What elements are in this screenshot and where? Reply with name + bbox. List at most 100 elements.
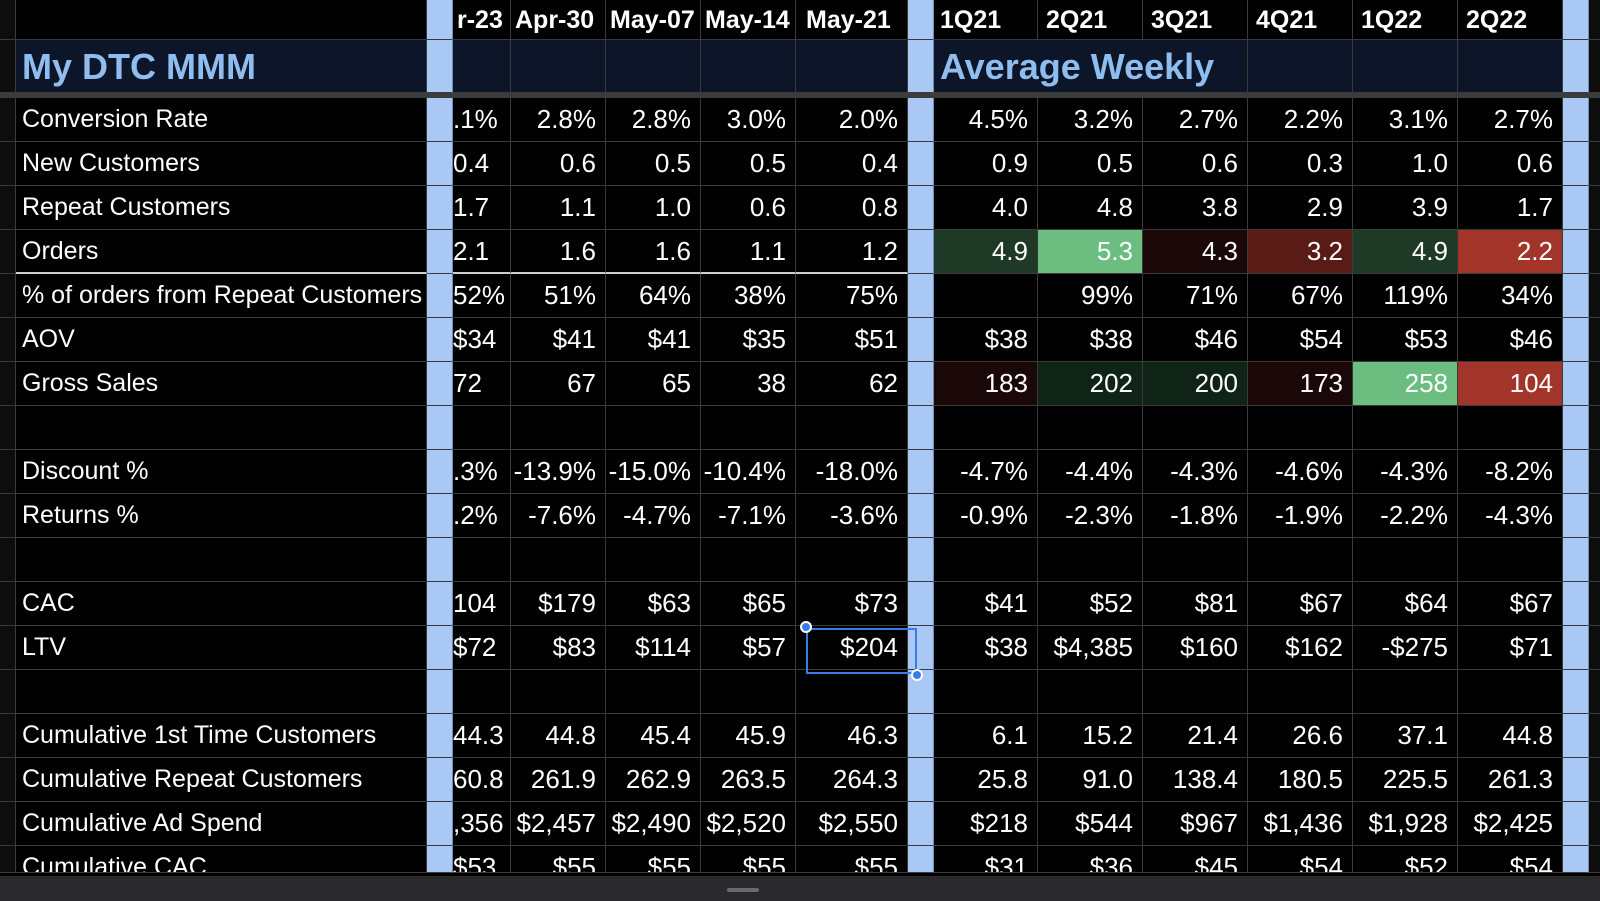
row-label[interactable]: CAC: [16, 582, 427, 626]
week-value-cell[interactable]: $55: [701, 846, 796, 873]
quarter-value-cell[interactable]: 0.9: [934, 142, 1038, 186]
quarter-value-cell[interactable]: 91.0: [1038, 758, 1143, 802]
quarter-value-cell[interactable]: -1.8%: [1143, 494, 1248, 538]
week-value-cell[interactable]: 0.5: [606, 142, 701, 186]
week-value-cell[interactable]: 1.1: [511, 186, 606, 230]
week-value-cell[interactable]: -15.0%: [606, 450, 701, 494]
week-value-cell[interactable]: 2.0%: [796, 98, 908, 142]
week-value-cell[interactable]: $73: [796, 582, 908, 626]
row-label[interactable]: Returns %: [16, 494, 427, 538]
quarter-value-cell[interactable]: 37.1: [1353, 714, 1458, 758]
quarter-value-cell[interactable]: $38: [934, 626, 1038, 670]
row-label[interactable]: Cumulative CAC: [16, 846, 427, 873]
quarter-value-cell[interactable]: [1143, 406, 1248, 450]
quarter-value-cell[interactable]: $52: [1038, 582, 1143, 626]
column-header-quarter[interactable]: 2Q21: [1038, 0, 1143, 40]
quarter-value-cell[interactable]: 4.8: [1038, 186, 1143, 230]
quarter-value-cell[interactable]: $218: [934, 802, 1038, 846]
quarter-value-cell[interactable]: -8.2%: [1458, 450, 1563, 494]
week-value-cell[interactable]: [453, 670, 511, 714]
title-cell[interactable]: [1248, 40, 1353, 93]
week-value-cell[interactable]: $51: [796, 318, 908, 362]
quarter-value-cell[interactable]: 0.5: [1038, 142, 1143, 186]
quarter-value-cell[interactable]: -0.9%: [934, 494, 1038, 538]
quarter-value-cell[interactable]: 2.9: [1248, 186, 1353, 230]
quarter-value-cell[interactable]: $52: [1353, 846, 1458, 873]
week-value-cell[interactable]: [796, 670, 908, 714]
row-label[interactable]: Repeat Customers: [16, 186, 427, 230]
quarter-value-cell[interactable]: 225.5: [1353, 758, 1458, 802]
week-value-cell[interactable]: 1.0: [606, 186, 701, 230]
quarter-value-cell[interactable]: 180.5: [1248, 758, 1353, 802]
week-value-cell[interactable]: 38: [701, 362, 796, 406]
week-value-cell[interactable]: $204: [796, 626, 908, 670]
quarter-value-cell[interactable]: -4.3%: [1458, 494, 1563, 538]
quarter-value-cell[interactable]: -2.3%: [1038, 494, 1143, 538]
week-value-cell[interactable]: $55: [606, 846, 701, 873]
week-value-cell[interactable]: $55: [511, 846, 606, 873]
quarter-value-cell[interactable]: [1038, 406, 1143, 450]
quarter-value-cell[interactable]: 67%: [1248, 274, 1353, 318]
quarter-value-cell[interactable]: 119%: [1353, 274, 1458, 318]
week-value-cell[interactable]: .3%: [453, 450, 511, 494]
quarter-value-cell[interactable]: 26.6: [1248, 714, 1353, 758]
quarter-value-cell[interactable]: [1458, 538, 1563, 582]
week-value-cell[interactable]: -7.1%: [701, 494, 796, 538]
quarter-value-cell[interactable]: 183: [934, 362, 1038, 406]
row-label[interactable]: Cumulative Repeat Customers: [16, 758, 427, 802]
column-header-week[interactable]: May-14: [701, 0, 796, 40]
week-value-cell[interactable]: -18.0%: [796, 450, 908, 494]
week-value-cell[interactable]: [511, 538, 606, 582]
quarter-value-cell[interactable]: 104: [1458, 362, 1563, 406]
quarter-value-cell[interactable]: 200: [1143, 362, 1248, 406]
column-header-quarter[interactable]: 2Q22: [1458, 0, 1563, 40]
week-value-cell[interactable]: 65: [606, 362, 701, 406]
row-label[interactable]: % of orders from Repeat Customers: [16, 274, 427, 318]
quarter-value-cell[interactable]: [1353, 538, 1458, 582]
row-label[interactable]: Gross Sales: [16, 362, 427, 406]
quarter-value-cell[interactable]: -4.4%: [1038, 450, 1143, 494]
quarter-value-cell[interactable]: [1458, 406, 1563, 450]
week-value-cell[interactable]: $35: [701, 318, 796, 362]
week-value-cell[interactable]: $65: [701, 582, 796, 626]
week-value-cell[interactable]: [453, 406, 511, 450]
quarter-value-cell[interactable]: [1353, 670, 1458, 714]
title-cell[interactable]: [1458, 40, 1563, 93]
quarter-value-cell[interactable]: $967: [1143, 802, 1248, 846]
week-value-cell[interactable]: 2.1: [453, 230, 511, 274]
quarter-value-cell[interactable]: -4.3%: [1143, 450, 1248, 494]
column-header-quarter[interactable]: 1Q22: [1353, 0, 1458, 40]
quarter-value-cell[interactable]: 4.0: [934, 186, 1038, 230]
week-value-cell[interactable]: 44.8: [511, 714, 606, 758]
week-value-cell[interactable]: $55: [796, 846, 908, 873]
week-value-cell[interactable]: 44.3: [453, 714, 511, 758]
title-cell[interactable]: [1353, 40, 1458, 93]
quarter-value-cell[interactable]: 21.4: [1143, 714, 1248, 758]
quarter-value-cell[interactable]: [934, 406, 1038, 450]
quarter-value-cell[interactable]: 2.2%: [1248, 98, 1353, 142]
column-header-quarter[interactable]: 1Q21: [934, 0, 1038, 40]
week-value-cell[interactable]: 261.9: [511, 758, 606, 802]
week-value-cell[interactable]: 0.4: [453, 142, 511, 186]
week-value-cell[interactable]: 75%: [796, 274, 908, 318]
title-cell[interactable]: [453, 40, 511, 93]
quarter-value-cell[interactable]: 4.5%: [934, 98, 1038, 142]
week-value-cell[interactable]: [453, 538, 511, 582]
column-header-week[interactable]: May-21: [796, 0, 908, 40]
quarter-value-cell[interactable]: $67: [1458, 582, 1563, 626]
week-value-cell[interactable]: -13.9%: [511, 450, 606, 494]
quarter-value-cell[interactable]: $36: [1038, 846, 1143, 873]
week-value-cell[interactable]: 264.3: [796, 758, 908, 802]
column-header-week[interactable]: May-07: [606, 0, 701, 40]
quarter-value-cell[interactable]: 3.9: [1353, 186, 1458, 230]
quarter-value-cell[interactable]: [1143, 538, 1248, 582]
quarter-value-cell[interactable]: [1248, 406, 1353, 450]
quarter-value-cell[interactable]: 1.7: [1458, 186, 1563, 230]
quarter-value-cell[interactable]: 261.3: [1458, 758, 1563, 802]
quarter-value-cell[interactable]: [1143, 670, 1248, 714]
week-value-cell[interactable]: $83: [511, 626, 606, 670]
week-value-cell[interactable]: 1.7: [453, 186, 511, 230]
week-value-cell[interactable]: 45.9: [701, 714, 796, 758]
week-value-cell[interactable]: $41: [511, 318, 606, 362]
week-value-cell[interactable]: 52%: [453, 274, 511, 318]
